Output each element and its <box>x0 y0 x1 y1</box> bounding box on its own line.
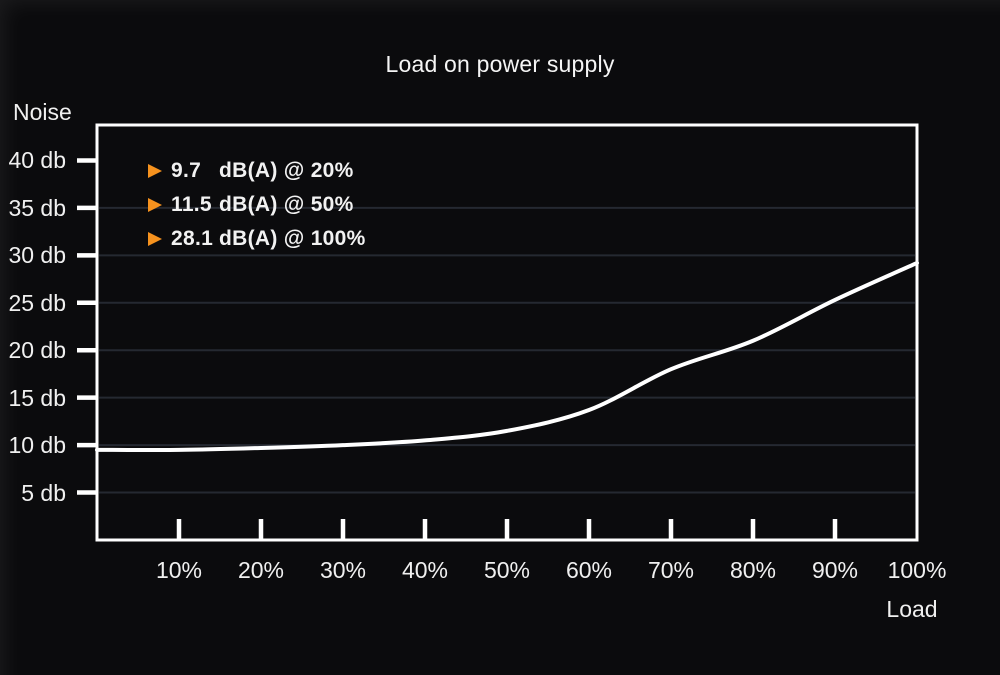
legend-entry: 9.7 dB(A) @ 20% <box>148 159 366 182</box>
y-tick-label: 20 db <box>8 337 66 364</box>
y-tick-label: 35 db <box>8 194 66 221</box>
legend-value: 28.1 <box>171 227 214 250</box>
legend-value: 9.7 <box>171 159 202 182</box>
legend-label: dB(A) @ 100% <box>219 227 366 250</box>
noise-curve <box>95 260 919 453</box>
legend-entry: 11.5 dB(A) @ 50% <box>148 193 366 216</box>
y-tick-label: 30 db <box>8 242 66 269</box>
triangle-right-icon <box>148 232 162 246</box>
legend-entry: 28.1 dB(A) @ 100% <box>148 227 366 250</box>
y-tick-label: 5 db <box>21 479 66 506</box>
y-axis-labels: 40 db 35 db 30 db 25 db 20 db 15 db 10 db 5 db <box>0 0 66 675</box>
y-axis-title: Noise <box>13 99 72 125</box>
legend: 9.7 dB(A) @ 20% 11.5 dB(A) @ 50% 28.1 dB(A) @… <box>148 159 366 262</box>
triangle-right-icon <box>148 198 162 212</box>
legend-label: dB(A) @ 20% <box>219 159 354 182</box>
triangle-right-icon <box>148 164 162 178</box>
chart-title: Load on power supply <box>385 51 615 77</box>
x-axis-title: Load <box>886 596 938 622</box>
y-tick-label: 40 db <box>8 147 66 174</box>
y-tick-label: 10 db <box>8 432 66 459</box>
y-tick-label: 25 db <box>8 289 66 316</box>
plot-frame <box>95 123 919 542</box>
y-tick-label: 15 db <box>8 384 66 411</box>
legend-label: dB(A) @ 50% <box>219 193 354 216</box>
legend-value: 11.5 <box>171 193 212 216</box>
